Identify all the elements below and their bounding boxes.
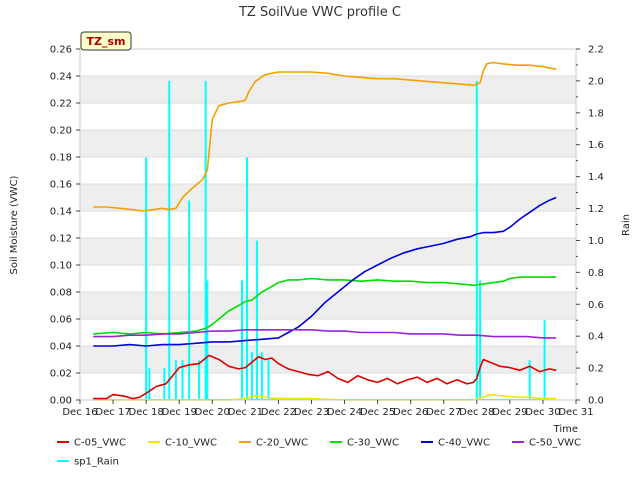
y2-axis-label: Rain (621, 214, 632, 236)
x-tick-label: Dec 19 (162, 407, 197, 418)
legend-label: sp1_Rain (74, 457, 119, 468)
grid-band (80, 130, 576, 157)
legend-item-c-10-vwc: C-10_VWC (148, 438, 217, 449)
y2-axis-ticks: 0.0 0.2 0.4 0.6 0.8 1.0 1.2 1.4 1.6 1.8 2.0 2.2 (576, 45, 604, 407)
y2-tick-label: 1.2 (588, 204, 604, 215)
legend-label: C-20_VWC (256, 438, 308, 449)
y2-tick-label: 0.0 (588, 396, 604, 407)
x-tick-label: Dec 30 (525, 407, 560, 418)
legend-item-c-50-vwc: C-50_VWC (512, 438, 581, 449)
series-layer (93, 61, 557, 401)
grid-band (80, 346, 576, 373)
grid-band (80, 292, 576, 319)
y2-tick-label: 1.4 (588, 172, 604, 183)
x-tick-label: Dec 20 (195, 407, 230, 418)
legend-item-c-20-vwc: C-20_VWC (239, 438, 308, 449)
y-tick-label: 0.14 (50, 207, 72, 218)
x-tick-label: Dec 16 (62, 407, 97, 418)
y-tick-label: 0.26 (50, 45, 72, 56)
grid-band (80, 76, 576, 103)
legend-label: C-05_VWC (74, 438, 126, 449)
legend-label: C-50_VWC (529, 438, 581, 449)
y2-tick-label: 0.2 (588, 364, 604, 375)
y2-tick-label: 0.8 (588, 268, 604, 279)
legend-label: C-10_VWC (165, 438, 217, 449)
x-tick-label: Dec 29 (492, 407, 527, 418)
x-axis-label: Time (553, 424, 578, 435)
x-tick-label: Dec 26 (393, 407, 428, 418)
series-c-30-vwc-line (93, 276, 557, 335)
badge-label: TZ_sm (87, 35, 126, 48)
badge-box (80, 31, 132, 51)
x-tick-label: Dec 28 (459, 407, 494, 418)
y-tick-label: 0.04 (50, 342, 72, 353)
y2-tick-label: 1.8 (588, 108, 604, 119)
legend-label: C-40_VWC (438, 438, 490, 449)
legend-item-sp1-rain: sp1_Rain (57, 457, 119, 468)
y-axis-ticks: 0.00 0.02 0.04 0.06 0.08 0.10 0.12 0.14 0.16 0.18… (50, 45, 80, 407)
y-tick-label: 0.08 (50, 288, 72, 299)
legend-item-c-40-vwc: C-40_VWC (421, 438, 490, 449)
y-tick-label: 0.12 (50, 234, 72, 245)
y-tick-label: 0.22 (50, 99, 72, 110)
x-tick-label: Dec 18 (129, 407, 164, 418)
y-tick-label: 0.24 (50, 72, 72, 83)
chart-title: TZ SoilVue VWC profile C (238, 5, 401, 20)
x-tick-label: Dec 24 (327, 407, 362, 418)
y-tick-label: 0.02 (50, 369, 72, 380)
series-c-50-vwc-line (93, 328, 557, 339)
x-tick-label: Dec 31 (558, 407, 593, 418)
badge: TZ_sm (80, 31, 132, 51)
y2-tick-label: 1.6 (588, 140, 604, 151)
y-tick-label: 0.00 (50, 396, 72, 407)
y2-tick-label: 2.2 (588, 45, 604, 56)
y2-tick-label: 1.0 (588, 236, 604, 247)
y-axis-label: Soil Moisture (VWC) (9, 175, 20, 274)
y2-tick-label: 0.6 (588, 300, 604, 311)
x-tick-label: Dec 23 (294, 407, 329, 418)
x-tick-label: Dec 25 (360, 407, 395, 418)
x-tick-label: Dec 21 (228, 407, 263, 418)
grid-band (80, 238, 576, 265)
x-tick-label: Dec 17 (95, 407, 130, 418)
y-tick-label: 0.06 (50, 315, 72, 326)
y-tick-label: 0.10 (50, 261, 72, 272)
grid-band (80, 184, 576, 211)
series-c-20-vwc-line (93, 61, 557, 212)
y-tick-label: 0.16 (50, 180, 72, 191)
series-c-05-vwc-line (93, 354, 557, 400)
legend-item-c-05-vwc: C-05_VWC (57, 438, 126, 449)
y2-tick-label: 0.4 (588, 332, 604, 343)
y-tick-label: 0.20 (50, 126, 72, 137)
x-tick-label: Dec 22 (261, 407, 296, 418)
series-c-40-vwc-line (93, 196, 557, 347)
grid-bands (80, 48, 576, 401)
y-tick-label: 0.18 (50, 153, 72, 164)
legend-item-c-30-vwc: C-30_VWC (330, 438, 399, 449)
legend: C-05_VWC C-10_VWC C-20_VWC C-30_VWC C-40_VWC… (57, 438, 581, 468)
legend-label: C-30_VWC (347, 438, 399, 449)
y2-tick-label: 2.0 (588, 76, 604, 87)
x-tick-label: Dec 27 (426, 407, 461, 418)
